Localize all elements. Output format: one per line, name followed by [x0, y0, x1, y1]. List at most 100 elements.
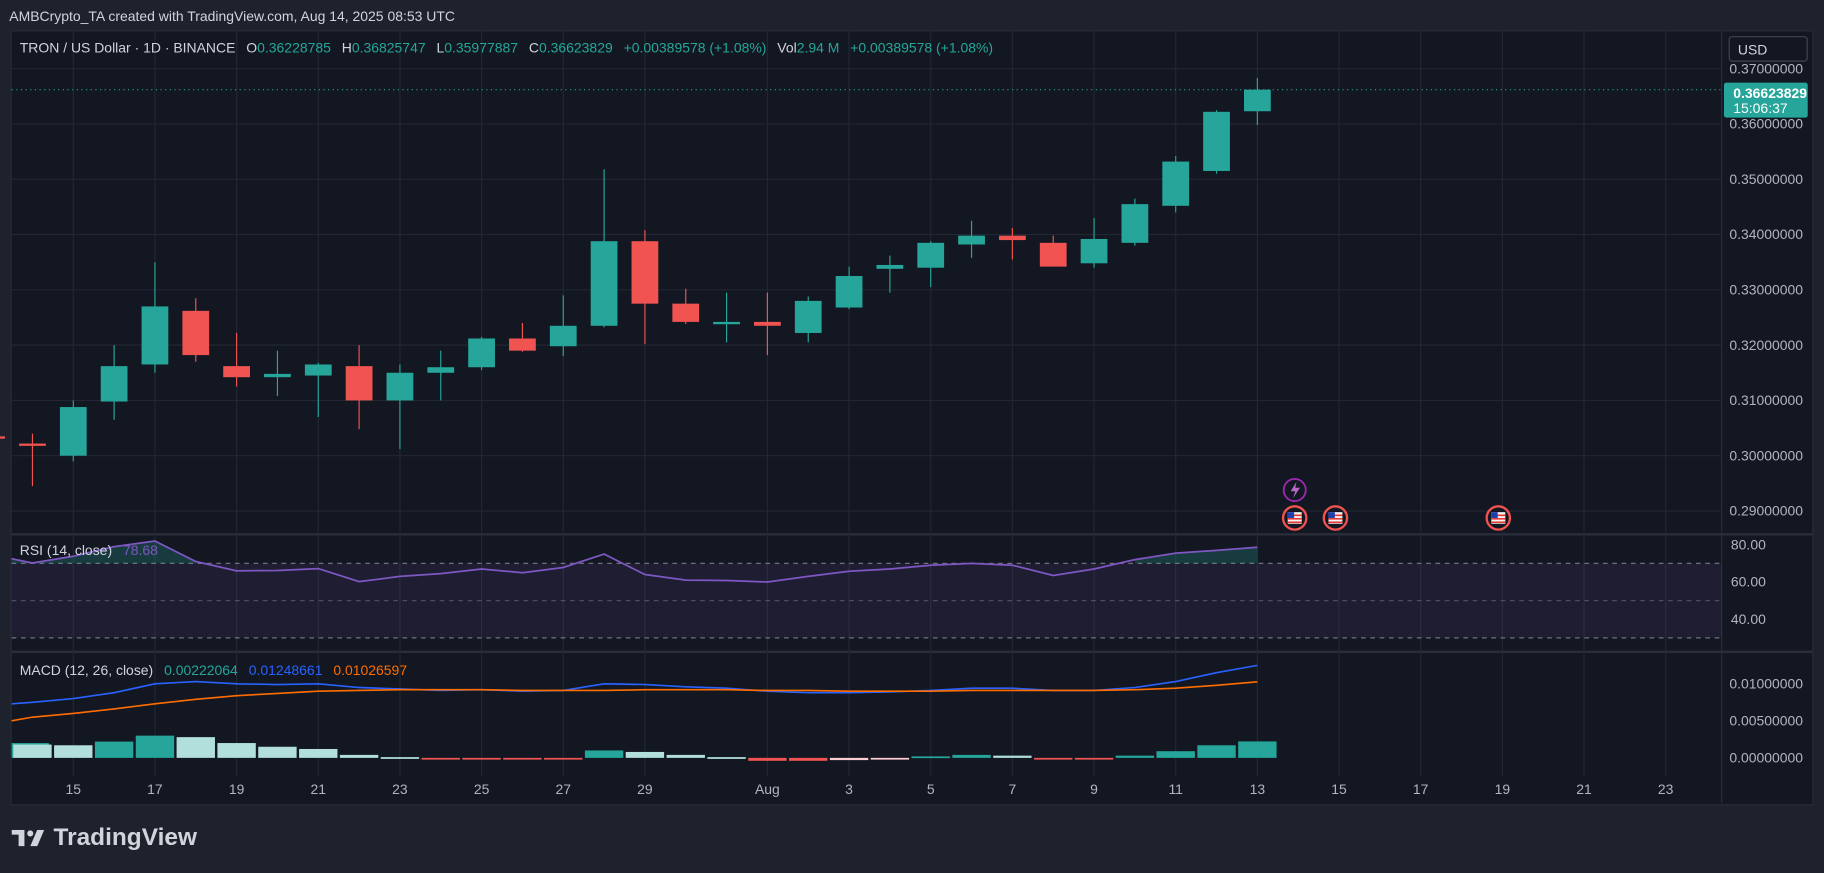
macd-histogram-bar [176, 737, 215, 758]
candle-body [509, 338, 536, 351]
candle [100, 345, 128, 420]
macd-histogram-bar [707, 757, 746, 759]
macd-histogram-bar [1238, 741, 1277, 758]
candle-body [100, 366, 128, 402]
x-tick-label: 15 [1331, 781, 1347, 797]
candle-body [59, 407, 87, 456]
bar-countdown: 15:06:37 [1733, 100, 1788, 117]
candle [999, 227, 1026, 260]
candle-body [0, 436, 6, 439]
x-tick-label: 17 [147, 781, 163, 797]
candle-body [754, 321, 781, 326]
macd-histogram-bar [544, 757, 583, 760]
y-tick-label: 0.37000000 [1729, 60, 1803, 76]
macd-y-tick-label: 0.01000000 [1729, 675, 1803, 691]
us-flag-event-icon [1485, 505, 1512, 531]
rsi-y-tick-label: 60.00 [1731, 574, 1766, 590]
candle [1243, 78, 1271, 126]
y-tick-label: 0.29000000 [1729, 503, 1803, 519]
last-price-tag: 0.36623829 15:06:37 [1723, 82, 1808, 118]
lightning-event-icon [1282, 478, 1307, 503]
candle [264, 350, 291, 396]
y-tick-label: 0.31000000 [1729, 392, 1803, 408]
macd-histogram-bar [1197, 745, 1236, 758]
candle-body [876, 264, 904, 269]
x-tick-label: 21 [1576, 781, 1592, 797]
candle [794, 296, 822, 343]
candle [468, 336, 495, 371]
candle-body [590, 241, 618, 326]
tradingview-logo[interactable]: TradingView [11, 824, 197, 852]
lightning-bolt [1290, 481, 1300, 499]
x-tick-label: 3 [845, 781, 853, 797]
x-tick-label: 25 [474, 781, 490, 797]
last-price-value: 0.36623829 [1733, 84, 1808, 102]
macd-histogram-bar [421, 757, 460, 760]
macd-histogram-bar [135, 735, 175, 758]
us-flag-canton [1328, 512, 1335, 518]
macd-histogram-bar [94, 741, 134, 758]
candle-body [345, 366, 373, 401]
macd-histogram-bar [503, 757, 542, 760]
candle [141, 262, 169, 373]
candle-body [958, 235, 985, 245]
chart-frame[interactable] [10, 30, 1814, 806]
x-tick-label: 5 [927, 781, 935, 797]
candle [1080, 217, 1108, 268]
candle [1162, 156, 1190, 213]
change-value: +0.00389578 (+1.08%) [623, 39, 767, 56]
candle-body [713, 321, 740, 325]
macd-histogram-bar [217, 743, 256, 758]
macd-line-value: 0.01248661 [248, 662, 323, 679]
y-tick-label: 0.32000000 [1729, 337, 1803, 353]
macd-histogram-bar [54, 745, 93, 758]
macd-histogram-bar [299, 748, 338, 758]
rsi-line [11, 540, 1258, 583]
macd-histogram-bar [258, 746, 297, 758]
us-flag-stripe [1328, 521, 1343, 524]
candle-body [1080, 238, 1108, 264]
macd-histogram-bar [829, 757, 869, 761]
low-label: L [436, 39, 445, 56]
volume-change-value: +0.00389578 (+1.08%) [850, 39, 994, 56]
rsi-legend-label: RSI (14, close) [19, 542, 113, 559]
candle-body [1243, 89, 1271, 112]
candle [631, 230, 659, 345]
currency-button[interactable]: USD [1728, 36, 1808, 62]
candle-body [182, 310, 210, 356]
rsi-y-tick-label: 40.00 [1731, 611, 1766, 627]
us-flag-event-icon [1322, 505, 1349, 531]
candle [0, 436, 6, 439]
candle-body [19, 443, 46, 446]
us-flag-event-icon [1281, 505, 1308, 531]
rsi-y-tick-label: 80.00 [1731, 536, 1766, 552]
candle [1121, 198, 1149, 246]
candle [182, 298, 210, 362]
us-flag-stripe [1491, 517, 1506, 520]
volume-value: 2.94 M [796, 39, 840, 56]
macd-histogram-bar [462, 757, 501, 760]
macd-legend[interactable]: MACD (12, 26, close) 0.00222064 0.012486… [20, 662, 407, 678]
candle-body [223, 366, 250, 378]
rsi-legend[interactable]: RSI (14, close) 78.68 [20, 542, 158, 558]
x-tick-label: 19 [1495, 781, 1511, 797]
macd-histogram-bar [748, 757, 787, 761]
x-tick-label: 17 [1413, 781, 1429, 797]
x-tick-label: 27 [555, 781, 571, 797]
macd-histogram-bar [1115, 755, 1155, 758]
x-tick-label: 9 [1090, 781, 1098, 797]
x-tick-label: 15 [66, 781, 82, 797]
candle-body [999, 235, 1026, 241]
rsi-overbought-fill [11, 541, 196, 564]
symbol-title[interactable]: TRON / US Dollar · 1D · BINANCE [19, 39, 236, 56]
volume-label: Vol [777, 39, 797, 56]
us-flag-stripe [1328, 517, 1343, 520]
tradingview-logo-text: TradingView [53, 824, 197, 851]
us-flag-stripe [1328, 514, 1343, 517]
macd-legend-label: MACD (12, 26, close) [19, 662, 154, 679]
macd-histogram-bar [993, 755, 1032, 758]
x-tick-label: 21 [311, 781, 327, 797]
candle [386, 364, 414, 450]
candle [672, 288, 700, 325]
